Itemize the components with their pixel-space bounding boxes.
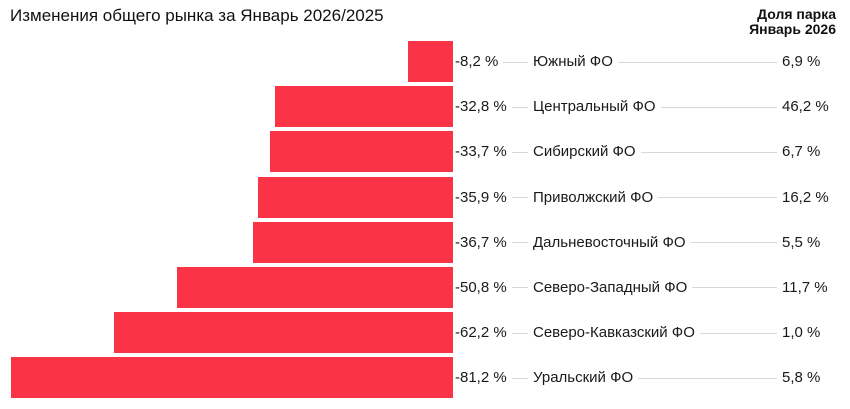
- leader-line: [638, 377, 777, 379]
- leader-line: [511, 287, 528, 289]
- leader-line: [640, 151, 777, 153]
- region-cell: Дальневосточный ФО: [533, 234, 782, 251]
- region-label: Южный ФО: [533, 53, 613, 70]
- region-label: Сибирский ФО: [533, 143, 636, 161]
- chart-row-yuzhny: -8,2 % Южный ФО 6,9 %: [0, 41, 850, 86]
- region-cell: Приволжский ФО: [533, 189, 782, 206]
- region-cell: Северо-Кавказский ФО: [533, 324, 782, 341]
- leader-line: [658, 197, 777, 199]
- share-value-label: 1,0 %: [782, 324, 821, 342]
- change-value-label: -35,9 %: [455, 188, 507, 206]
- change-value-label: -36,7 %: [455, 233, 507, 251]
- chart-row-sibirsky: -33,7 % Сибирский ФО 6,7 %: [0, 131, 850, 176]
- leader-line: [617, 61, 777, 63]
- share-value-label: 16,2 %: [782, 188, 829, 206]
- leader-line: [511, 151, 528, 153]
- row-labels: -81,2 % Уральский ФО 5,8 %: [455, 357, 836, 398]
- region-label: Уральский ФО: [533, 369, 634, 387]
- share-column-header: Доля парка Январь 2026: [749, 7, 836, 37]
- change-value-label: -8,2 %: [455, 53, 499, 70]
- share-value-label: 6,7 %: [782, 143, 821, 161]
- leader-line: [690, 242, 777, 244]
- bar-sibirsky: [269, 131, 453, 173]
- change-value-cell: -32,8 %: [455, 98, 533, 115]
- change-value-label: -33,7 %: [455, 143, 507, 161]
- chart-title: Изменения общего рынка за Январь 2026/20…: [10, 6, 384, 25]
- change-value-cell: -33,7 %: [455, 143, 533, 160]
- leader-line: [511, 106, 528, 108]
- chart-rows: -8,2 % Южный ФО 6,9 % -32,8 % Центральны…: [0, 41, 850, 403]
- chart-row-privolzhsky: -35,9 % Приволжский ФО 16,2 %: [0, 176, 850, 222]
- row-labels: -8,2 % Южный ФО 6,9 %: [455, 41, 836, 82]
- leader-line: [511, 377, 528, 379]
- share-header-line2: Январь 2026: [749, 21, 836, 37]
- leader-line: [503, 61, 528, 63]
- row-labels: -33,7 % Сибирский ФО 6,7 %: [455, 131, 836, 172]
- change-value-cell: -81,2 %: [455, 369, 533, 386]
- bar-yuzhny: [408, 41, 453, 82]
- chart-row-dalnevostochny: -36,7 % Дальневосточный ФО 5,5 %: [0, 221, 850, 267]
- change-value-cell: -62,2 %: [455, 324, 533, 341]
- bar-centralny: [274, 86, 453, 128]
- share-value-label: 11,7 %: [782, 278, 828, 296]
- share-value-label: 5,5 %: [782, 233, 821, 251]
- change-value-label: -32,8 %: [455, 98, 507, 116]
- share-header-line1: Доля парка: [757, 6, 836, 22]
- leader-line: [699, 332, 777, 334]
- change-value-cell: -35,9 %: [455, 189, 533, 206]
- change-value-cell: -8,2 %: [455, 53, 533, 70]
- chart-row-centralny: -32,8 % Центральный ФО 46,2 %: [0, 86, 850, 131]
- share-value-label: 6,9 %: [782, 53, 821, 70]
- leader-line: [511, 197, 528, 199]
- change-value-cell: -36,7 %: [455, 234, 533, 251]
- region-cell: Северо-Западный ФО: [533, 279, 782, 296]
- row-labels: -36,7 % Дальневосточный ФО 5,5 %: [455, 222, 836, 263]
- row-labels: -32,8 % Центральный ФО 46,2 %: [455, 86, 836, 127]
- region-cell: Центральный ФО: [533, 98, 782, 115]
- bar-uralsky: [11, 357, 453, 399]
- change-value-label: -81,2 %: [455, 369, 507, 387]
- row-labels: -35,9 % Приволжский ФО 16,2 %: [455, 177, 836, 218]
- row-labels: -50,8 % Северо-Западный ФО 11,7 %: [455, 267, 836, 308]
- leader-line: [660, 106, 777, 108]
- leader-line: [511, 242, 528, 244]
- region-label: Северо-Кавказский ФО: [533, 324, 695, 342]
- region-label: Дальневосточный ФО: [533, 233, 686, 251]
- chart-row-severo-zapadny: -50,8 % Северо-Западный ФО 11,7 %: [0, 266, 850, 312]
- change-value-label: -62,2 %: [455, 324, 507, 342]
- bar-severo-zapadny: [176, 266, 453, 308]
- region-label: Приволжский ФО: [533, 188, 654, 206]
- region-label: Центральный ФО: [533, 98, 656, 116]
- bar-privolzhsky: [257, 176, 453, 218]
- leader-line: [511, 332, 528, 334]
- bar-dalnevostochny: [253, 221, 453, 263]
- change-value-cell: -50,8 %: [455, 279, 533, 296]
- chart-row-severo-kavkazsky: -62,2 % Северо-Кавказский ФО 1,0 %: [0, 312, 850, 357]
- region-cell: Южный ФО: [533, 53, 782, 70]
- region-cell: Уральский ФО: [533, 369, 782, 386]
- leader-line: [692, 287, 777, 289]
- chart-row-uralsky: -81,2 % Уральский ФО 5,8 %: [0, 357, 850, 402]
- region-cell: Сибирский ФО: [533, 143, 782, 160]
- share-value-label: 46,2 %: [782, 98, 829, 116]
- share-value-label: 5,8 %: [782, 369, 821, 387]
- region-label: Северо-Западный ФО: [533, 278, 688, 296]
- row-labels: -62,2 % Северо-Кавказский ФО 1,0 %: [455, 312, 836, 353]
- change-value-label: -50,8 %: [455, 278, 507, 296]
- bar-severo-kavkazsky: [114, 312, 453, 354]
